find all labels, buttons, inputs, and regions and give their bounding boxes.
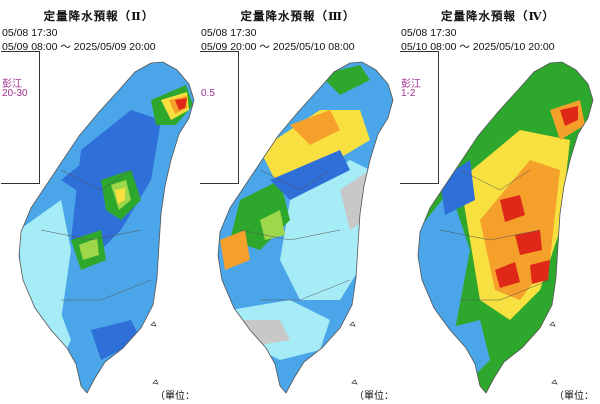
inset-value: 20-30 [2,88,28,99]
inset-label: 彭江 [2,79,22,90]
rainfall-map [417,61,594,394]
valid-period: 05/09 20:00 ～ 2025/05/10 08:00 [201,41,355,53]
forecast-panel-ii: 定量降水預報（Ⅱ） 05/08 17:30 05/09 08:00 ～ 2025… [1,0,197,404]
unit-label: （單位： [554,391,594,402]
forecast-panel-iii: 定量降水預報（Ⅲ） 05/08 17:30 05/09 20:00 ～ 2025… [200,0,396,404]
inset-label: 彭江 [401,79,421,90]
panel-title: 定量降水預報（Ⅲ） [240,9,356,23]
islands-inset [400,51,439,184]
issue-time: 05/08 17:30 [2,27,58,39]
inset-value: 0.5 [201,88,215,99]
islands-inset [1,51,40,184]
rainfall-map [18,61,195,394]
panel-title: 定量降水預報（Ⅳ） [440,9,556,23]
unit-label: （單位： [354,391,394,402]
islands-inset [200,51,239,184]
issue-time: 05/08 17:30 [401,27,457,39]
inset-value: 1-2 [401,88,416,99]
rainfall-map [217,61,394,394]
unit-label: （單位： [155,391,195,402]
issue-time: 05/08 17:30 [201,27,257,39]
panel-title: 定量降水預報（Ⅱ） [43,9,155,23]
forecast-panel-iv: 定量降水預報（Ⅳ） 05/08 17:30 05/10 08:00 ～ 2025… [400,0,596,404]
valid-period: 05/10 08:00 ～ 2025/05/10 20:00 [401,41,555,53]
valid-period: 05/09 08:00 ～ 2025/05/09 20:00 [2,41,156,53]
